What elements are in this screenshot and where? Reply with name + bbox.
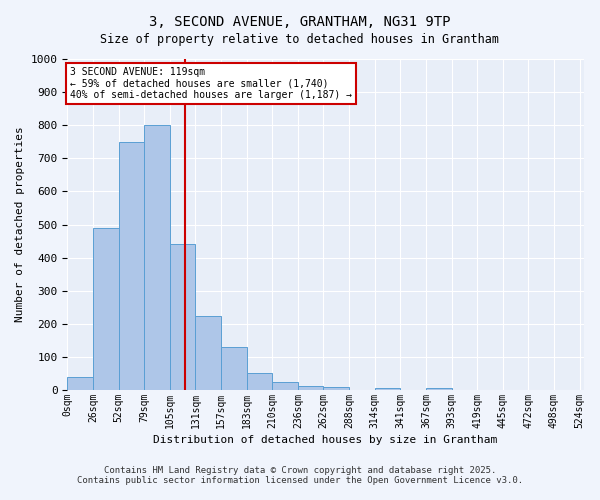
Bar bbox=[144, 125, 170, 390]
Bar bbox=[221, 347, 247, 390]
Bar bbox=[298, 386, 323, 390]
Bar bbox=[93, 228, 119, 390]
Y-axis label: Number of detached properties: Number of detached properties bbox=[15, 126, 25, 322]
Text: Contains HM Land Registry data © Crown copyright and database right 2025.
Contai: Contains HM Land Registry data © Crown c… bbox=[77, 466, 523, 485]
Bar bbox=[170, 244, 196, 390]
Bar bbox=[67, 377, 93, 390]
Bar bbox=[119, 142, 144, 390]
Text: 3 SECOND AVENUE: 119sqm
← 59% of detached houses are smaller (1,740)
40% of semi: 3 SECOND AVENUE: 119sqm ← 59% of detache… bbox=[70, 68, 352, 100]
Bar bbox=[374, 388, 400, 390]
Bar bbox=[426, 388, 452, 390]
Text: 3, SECOND AVENUE, GRANTHAM, NG31 9TP: 3, SECOND AVENUE, GRANTHAM, NG31 9TP bbox=[149, 15, 451, 29]
X-axis label: Distribution of detached houses by size in Grantham: Distribution of detached houses by size … bbox=[153, 435, 497, 445]
Bar bbox=[196, 316, 221, 390]
Text: Size of property relative to detached houses in Grantham: Size of property relative to detached ho… bbox=[101, 32, 499, 46]
Bar bbox=[247, 374, 272, 390]
Bar bbox=[272, 382, 298, 390]
Bar bbox=[323, 388, 349, 390]
